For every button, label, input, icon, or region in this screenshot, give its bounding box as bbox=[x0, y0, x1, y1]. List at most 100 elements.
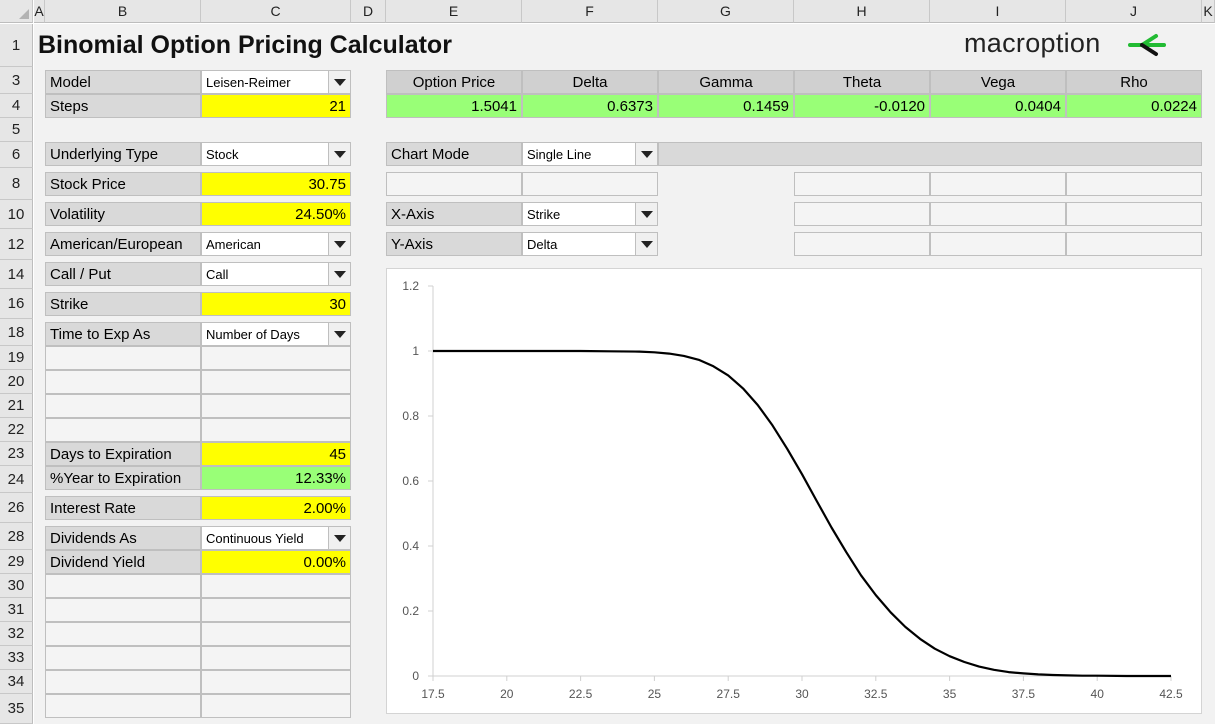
delta-chart[interactable]: 0 0.2 0.4 0.6 0.8 1 1.2 17.5 20 22.5 25 27.5 30 32.5 3… bbox=[386, 268, 1202, 714]
blank-cell[interactable] bbox=[386, 172, 522, 196]
column-header-a[interactable]: A bbox=[34, 0, 45, 23]
interest-rate-input[interactable]: 2.00% bbox=[201, 496, 351, 520]
row-header-1[interactable]: 1 bbox=[0, 24, 33, 67]
call-put-value: Call bbox=[206, 266, 229, 282]
y-tick-label: 0.6 bbox=[402, 474, 419, 488]
row-header-35[interactable]: 35 bbox=[0, 694, 33, 724]
row-header-34[interactable]: 34 bbox=[0, 670, 33, 694]
row-header-20[interactable]: 20 bbox=[0, 370, 33, 394]
chevron-down-icon[interactable] bbox=[635, 143, 657, 165]
row-header-4[interactable]: 4 bbox=[0, 94, 33, 118]
row-header-18[interactable]: 18 bbox=[0, 319, 33, 346]
call-put-dropdown[interactable]: Call bbox=[201, 262, 351, 286]
blank-cell[interactable] bbox=[45, 574, 201, 598]
column-header-b[interactable]: B bbox=[45, 0, 201, 23]
x-axis-dropdown[interactable]: Strike bbox=[522, 202, 658, 226]
column-header-g[interactable]: G bbox=[658, 0, 794, 23]
chevron-down-icon[interactable] bbox=[635, 233, 657, 255]
row-header-33[interactable]: 33 bbox=[0, 646, 33, 670]
dividend-yield-input[interactable]: 0.00% bbox=[201, 550, 351, 574]
y-axis-label: Y-Axis bbox=[386, 232, 522, 256]
row-header-5[interactable]: 5 bbox=[0, 118, 33, 142]
chevron-down-icon[interactable] bbox=[328, 143, 350, 165]
blank-cell[interactable] bbox=[201, 346, 351, 370]
column-header-f[interactable]: F bbox=[522, 0, 658, 23]
blank-cell[interactable] bbox=[794, 232, 930, 256]
column-header-i[interactable]: I bbox=[930, 0, 1066, 23]
column-header-e[interactable]: E bbox=[386, 0, 522, 23]
row-header-24[interactable]: 24 bbox=[0, 466, 33, 493]
blank-cell[interactable] bbox=[201, 574, 351, 598]
chevron-down-icon[interactable] bbox=[635, 203, 657, 225]
blank-cell[interactable] bbox=[45, 598, 201, 622]
blank-cell[interactable] bbox=[201, 670, 351, 694]
column-header-k[interactable]: K bbox=[1202, 0, 1215, 23]
blank-cell[interactable] bbox=[201, 418, 351, 442]
days-to-expiration-label: Days to Expiration bbox=[45, 442, 201, 466]
chevron-down-icon[interactable] bbox=[328, 323, 350, 345]
column-header-d[interactable]: D bbox=[351, 0, 386, 23]
time-to-exp-as-dropdown[interactable]: Number of Days bbox=[201, 322, 351, 346]
row-header-21[interactable]: 21 bbox=[0, 394, 33, 418]
blank-cell[interactable] bbox=[930, 172, 1066, 196]
blank-cell[interactable] bbox=[201, 598, 351, 622]
volatility-input[interactable]: 24.50% bbox=[201, 202, 351, 226]
blank-cell[interactable] bbox=[1066, 172, 1202, 196]
blank-cell[interactable] bbox=[201, 370, 351, 394]
chart-mode-dropdown[interactable]: Single Line bbox=[522, 142, 658, 166]
blank-cell[interactable] bbox=[45, 622, 201, 646]
blank-cell[interactable] bbox=[45, 394, 201, 418]
year-to-expiration-value: 12.33% bbox=[201, 466, 351, 490]
blank-cell[interactable] bbox=[522, 172, 658, 196]
row-header-8[interactable]: 8 bbox=[0, 168, 33, 200]
row-header-16[interactable]: 16 bbox=[0, 289, 33, 319]
dividends-as-dropdown[interactable]: Continuous Yield bbox=[201, 526, 351, 550]
column-header-j[interactable]: J bbox=[1066, 0, 1202, 23]
row-header-10[interactable]: 10 bbox=[0, 200, 33, 229]
blank-cell[interactable] bbox=[201, 622, 351, 646]
blank-cell[interactable] bbox=[1066, 202, 1202, 226]
model-dropdown[interactable]: Leisen-Reimer bbox=[201, 70, 351, 94]
stock-price-input[interactable]: 30.75 bbox=[201, 172, 351, 196]
american-european-dropdown[interactable]: American bbox=[201, 232, 351, 256]
column-header-c[interactable]: C bbox=[201, 0, 351, 23]
blank-cell[interactable] bbox=[1066, 232, 1202, 256]
row-header-12[interactable]: 12 bbox=[0, 229, 33, 260]
blank-cell[interactable] bbox=[45, 670, 201, 694]
chevron-down-icon[interactable] bbox=[328, 71, 350, 93]
row-header-26[interactable]: 26 bbox=[0, 493, 33, 523]
row-header-6[interactable]: 6 bbox=[0, 142, 33, 168]
blank-cell[interactable] bbox=[930, 202, 1066, 226]
blank-cell[interactable] bbox=[201, 694, 351, 718]
column-header-h[interactable]: H bbox=[794, 0, 930, 23]
y-axis-dropdown[interactable]: Delta bbox=[522, 232, 658, 256]
row-header-29[interactable]: 29 bbox=[0, 550, 33, 574]
blank-cell[interactable] bbox=[794, 172, 930, 196]
strike-input[interactable]: 30 bbox=[201, 292, 351, 316]
blank-cell[interactable] bbox=[45, 370, 201, 394]
row-header-30[interactable]: 30 bbox=[0, 574, 33, 598]
select-all-corner[interactable] bbox=[0, 0, 33, 23]
underlying-type-dropdown[interactable]: Stock bbox=[201, 142, 351, 166]
row-header-22[interactable]: 22 bbox=[0, 418, 33, 442]
blank-cell[interactable] bbox=[201, 394, 351, 418]
days-to-expiration-input[interactable]: 45 bbox=[201, 442, 351, 466]
blank-cell[interactable] bbox=[45, 418, 201, 442]
blank-cell[interactable] bbox=[45, 646, 201, 670]
chevron-down-icon[interactable] bbox=[328, 263, 350, 285]
chevron-down-icon[interactable] bbox=[328, 233, 350, 255]
row-header-32[interactable]: 32 bbox=[0, 622, 33, 646]
row-header-19[interactable]: 19 bbox=[0, 346, 33, 370]
row-header-28[interactable]: 28 bbox=[0, 523, 33, 550]
row-header-3[interactable]: 3 bbox=[0, 67, 33, 94]
blank-cell[interactable] bbox=[201, 646, 351, 670]
chevron-down-icon[interactable] bbox=[328, 527, 350, 549]
row-header-23[interactable]: 23 bbox=[0, 442, 33, 466]
row-header-14[interactable]: 14 bbox=[0, 260, 33, 289]
row-header-31[interactable]: 31 bbox=[0, 598, 33, 622]
blank-cell[interactable] bbox=[45, 694, 201, 718]
steps-input[interactable]: 21 bbox=[201, 94, 351, 118]
blank-cell[interactable] bbox=[45, 346, 201, 370]
blank-cell[interactable] bbox=[930, 232, 1066, 256]
blank-cell[interactable] bbox=[794, 202, 930, 226]
